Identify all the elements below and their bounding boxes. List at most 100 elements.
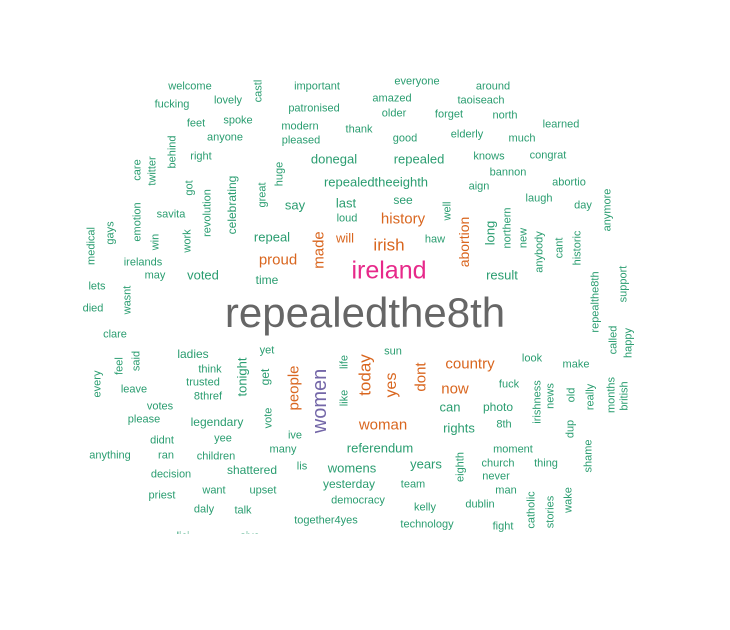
word-revolution: revolution [201,189,214,237]
word-catholic: catholic [525,491,538,529]
word-feet: feet [186,117,206,130]
word-dont: dont [412,362,430,392]
word-vote: vote [262,407,275,429]
word-leave: leave [120,383,148,396]
word-celebrating: celebrating [225,175,239,235]
word-feel: feel [113,357,126,375]
word-man: man [495,484,517,497]
word-voted: voted [187,267,219,283]
word-congrat: congrat [529,149,567,162]
word-think: think [198,363,222,376]
word-together4yes: together4yes [294,514,358,527]
word-much: much [508,132,536,145]
word-anybody: anybody [533,231,546,273]
word-abortion: abortion [456,216,472,268]
word-anything: anything [89,449,131,462]
word-learned: learned [542,118,580,131]
word-daly: daly [193,503,215,516]
word-irelands: irelands [123,256,163,269]
word-clare: clare [103,328,127,341]
word-democracy: democracy [331,494,385,507]
word-priest: priest [148,489,176,502]
word-new: new [517,227,530,249]
word-last: last [335,195,357,211]
word-amazed: amazed [372,92,412,105]
word-8th: 8th [496,418,512,431]
word-win: win [149,233,162,251]
word-british: british [618,381,631,411]
word-older: older [381,107,407,120]
word-yesterday: yesterday [322,477,376,491]
word-lici: lici [177,531,190,534]
word-photo: photo [482,400,514,414]
word-modern: modern [281,120,319,133]
word-work: work [181,229,194,253]
word-stories: stories [544,495,557,529]
word-ireland: ireland [351,256,427,285]
word-dup: dup [564,419,577,439]
word-woman: woman [358,416,408,434]
word-north: north [492,109,518,122]
word-right: right [190,150,212,163]
word-said: said [130,350,143,372]
word-well: well [441,201,454,221]
word-tonight: tonight [234,357,250,397]
word-important: important [294,80,340,93]
word-abortio: abortio [552,176,586,189]
word-gays: gays [104,221,117,245]
word-ran: ran [158,449,174,462]
word-moment: moment [493,443,533,456]
word-fuck: fuck [498,378,520,391]
word-knows: knows [473,150,505,163]
word-wake: wake [562,487,575,513]
word-rights: rights [443,420,475,436]
word-decision: decision [150,468,192,481]
word-sive: sive [240,531,260,534]
word-around: around [475,80,511,93]
word-want: want [202,484,226,497]
word-every: every [91,370,104,398]
word-lets: lets [88,280,106,293]
word-eighth: eighth [454,452,467,482]
word-like: like [338,389,351,407]
word-fucking: fucking [154,98,190,111]
word-people: people [285,365,303,411]
word-loud: loud [336,212,358,225]
word-support: support [617,265,630,303]
word-haw: haw [424,233,446,246]
word-taoiseach: taoiseach [457,94,505,107]
word-never: never [482,470,510,483]
word-twitter: twitter [146,156,159,186]
word-patronised: patronised [288,102,340,115]
word-made: made [310,231,328,269]
word-get: get [258,368,272,386]
word-children: children [196,450,236,463]
word-irishness: irishness [531,380,544,424]
word-result: result [486,267,518,283]
word-today: today [355,354,375,396]
word-shattered: shattered [226,463,278,477]
word-everyone: everyone [394,75,440,88]
word-now: now [441,380,469,398]
word-referendum: referendum [346,440,414,456]
word-dublin: dublin [465,498,495,511]
word-please: please [127,413,161,426]
word-castl: castl [252,79,265,103]
word-time: time [255,273,279,287]
word-years: years [410,456,442,472]
word-happy: happy [622,328,635,358]
word-can: can [439,399,461,415]
word-huge: huge [273,161,286,187]
word-savita: savita [156,208,186,221]
word-repealed: repealed [393,151,445,167]
word-repealedtheeighth: repealedtheeighth [323,174,429,190]
word-team: team [400,478,426,491]
word-see: see [393,193,413,207]
word-sun: sun [384,345,402,358]
word-many: many [269,443,297,456]
word-votes: votes [146,400,174,413]
word-lis: lis [296,460,308,473]
word-kelly: kelly [413,501,437,514]
word-cant: cant [553,237,566,259]
